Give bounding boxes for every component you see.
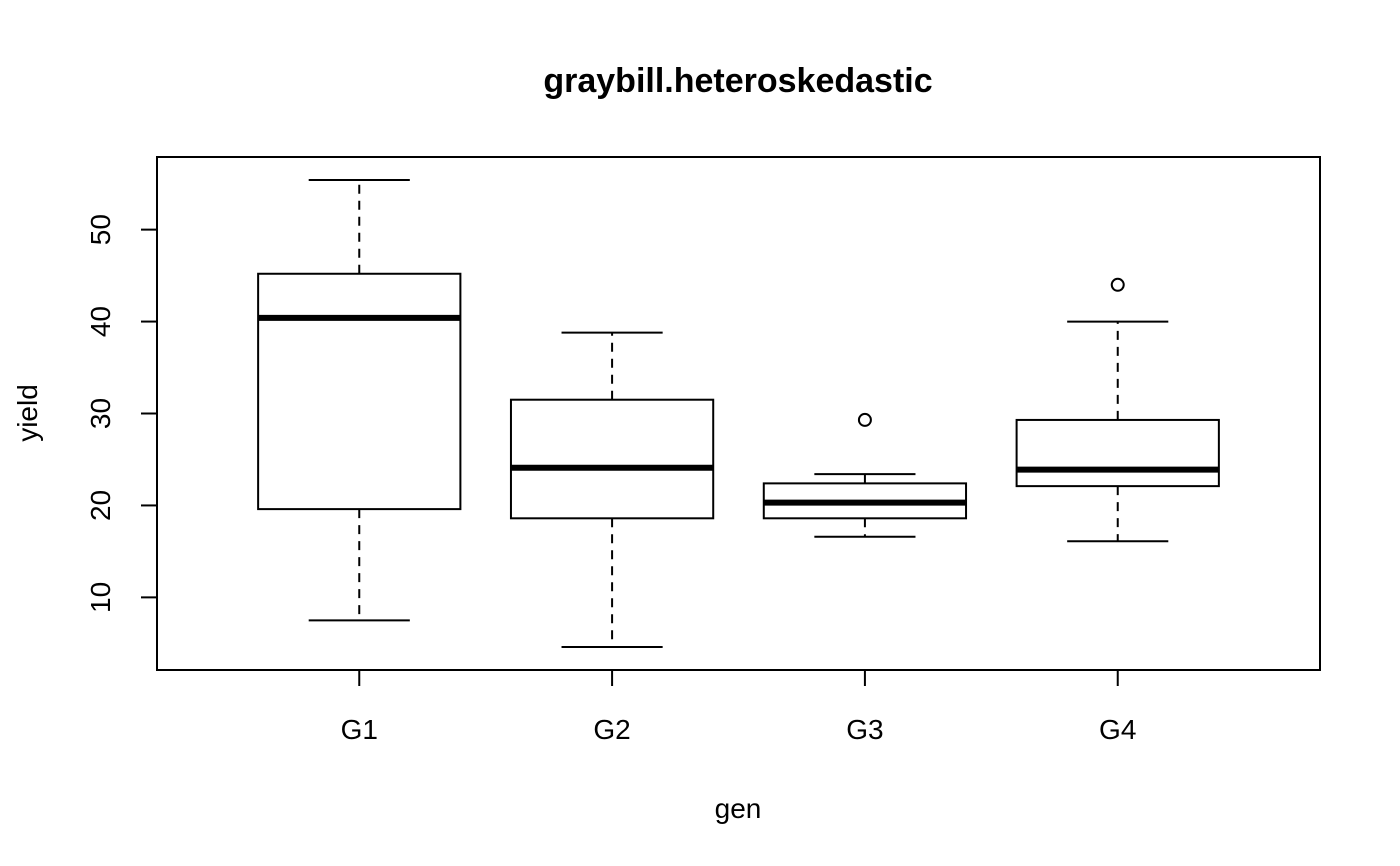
outlier-point [1110, 277, 1125, 292]
y-tick-label: 20 [85, 490, 116, 521]
x-tick-label: G4 [1099, 714, 1136, 745]
y-tick-label: 40 [85, 306, 116, 337]
y-axis: 10 20 30 40 50 [85, 214, 158, 613]
x-tick-label: G2 [593, 714, 630, 745]
chart-title: graybill.heteroskedastic [543, 62, 932, 100]
y-tick-label: 30 [85, 398, 116, 429]
y-tick-label: 10 [85, 582, 116, 613]
box-g3 [762, 412, 968, 538]
box-g1 [257, 178, 462, 622]
boxes-group [257, 178, 1220, 649]
box-g2 [509, 331, 715, 649]
x-axis-label: gen [715, 793, 762, 824]
x-tick-label: G1 [341, 714, 378, 745]
y-axis-label: yield [12, 384, 43, 442]
x-tick-label: G3 [846, 714, 883, 745]
box-iqr [1015, 418, 1220, 488]
box-iqr [509, 398, 715, 520]
box-iqr [257, 272, 462, 511]
box-g4 [1015, 277, 1220, 543]
y-tick-label: 50 [85, 214, 116, 245]
outlier-point [857, 412, 872, 427]
x-axis: G1 G2 G3 G4 [341, 669, 1136, 745]
